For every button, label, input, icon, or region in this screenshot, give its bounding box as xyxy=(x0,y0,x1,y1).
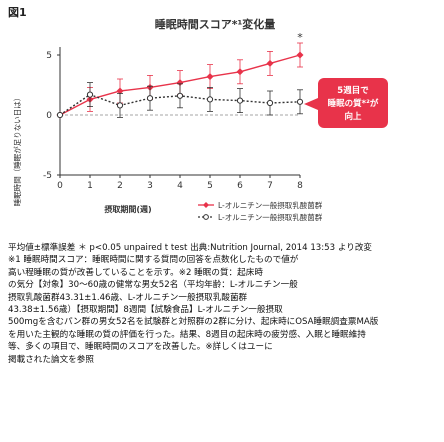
x-tick-label: 8 xyxy=(297,181,303,191)
legend-marker xyxy=(203,202,209,208)
x-tick-label: 2 xyxy=(117,181,123,191)
note-line: 高い程睡眠の質が改善していることを示す。※2 睡眠の質：起床時 xyxy=(8,267,263,278)
note-line: の気分【対象】30～60歳の健常な男女52名（平均年齢：L-オルニチン一般 xyxy=(8,280,298,291)
x-tick-label: 5 xyxy=(207,181,213,191)
data-point xyxy=(56,111,64,119)
callout-box xyxy=(318,78,388,128)
data-point xyxy=(206,96,214,103)
y-tick-label: -5 xyxy=(43,171,52,181)
data-point xyxy=(266,59,274,67)
x-axis-label: 摂取期間(週) xyxy=(104,204,151,214)
note-line: 掲載された論文を参照 xyxy=(8,354,94,365)
y-axis-label: 睡眠時間（睡眠が足りない日は） xyxy=(12,94,22,207)
data-point xyxy=(236,68,244,76)
legend-label: L-オルニチン一般摂取乳酸菌群 xyxy=(218,200,323,210)
note-line: ※1 睡眠時間スコア：睡眠時間に関する質問の回答を点数化したもので値が xyxy=(8,255,299,266)
stats-note: 平均値±標準誤差 ＊ p<0.05 unpaired t test 出典:Nut… xyxy=(8,243,373,253)
x-tick-label: 7 xyxy=(267,181,273,191)
callout-text: 睡眠の質*²が xyxy=(328,98,379,109)
data-point xyxy=(116,102,124,109)
data-point xyxy=(176,79,184,87)
data-point xyxy=(296,98,304,105)
footnotes: 平均値±標準誤差 ＊ p<0.05 unpaired t test 出典:Nut… xyxy=(8,242,436,366)
line-chart: 睡眠時間（睡眠が足りない日は） -5 0 5 0 1 2 3 4 5 6 7 8 * 5週目で睡眠の質… xyxy=(12,31,388,222)
x-tick-label: 3 xyxy=(147,181,153,191)
legend-marker xyxy=(203,214,209,220)
data-point xyxy=(116,87,124,95)
significance-marker: * xyxy=(297,31,303,44)
figure-label: 図1 xyxy=(8,6,27,19)
callout-text: 5週目で xyxy=(337,86,369,96)
x-tick-label: 4 xyxy=(177,181,183,191)
callout-text: 向上 xyxy=(344,111,362,122)
note-line: 43.38±1.56歳）【摂取期間】8週間【試験食品】L-オルニチン一般摂取 xyxy=(8,305,283,316)
data-point xyxy=(86,91,94,98)
chart-title: 睡眠時間スコア*¹変化量 xyxy=(154,18,276,31)
data-point xyxy=(206,73,214,81)
data-point xyxy=(296,51,304,59)
note-line: 摂取乳酸菌群43.31±1.46歳、L-オルニチン一般摂取乳酸菌群 xyxy=(8,292,248,303)
legend-label: L-オルニチン一般摂取乳酸菌群 xyxy=(218,212,323,222)
x-tick-label: 6 xyxy=(237,181,243,191)
data-point xyxy=(266,99,274,107)
callout-pointer xyxy=(304,98,318,110)
data-point xyxy=(236,97,244,104)
note-line: 500mgを含むパン群の男女52名を試験群と対照群の2群に分け、起床時にOSA睡… xyxy=(8,317,379,328)
note-line: 等、多くの項目で、睡眠時間のスコアを改善した。※詳しくはユーに xyxy=(8,342,273,353)
data-point xyxy=(176,92,184,99)
x-tick-label: 0 xyxy=(57,181,63,191)
y-tick-label: 0 xyxy=(46,111,52,121)
note-line: を用いた主観的な睡眠の質の評価を行った。結果、8週目の起床時の疲労感、入眠と睡眠… xyxy=(8,329,366,340)
x-tick-label: 1 xyxy=(87,181,93,191)
y-tick-label: 5 xyxy=(46,51,52,61)
data-point xyxy=(146,95,154,102)
